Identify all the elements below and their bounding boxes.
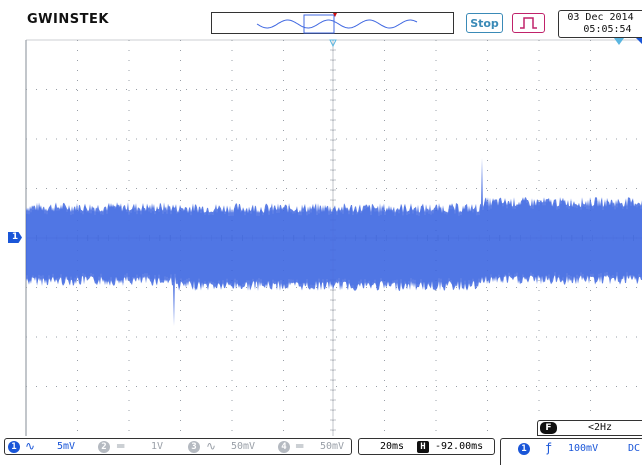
channel-4-badge[interactable]: 4 — [278, 441, 290, 453]
run-stop-button[interactable]: Stop — [466, 13, 503, 33]
datetime-display: 03 Dec 2014 05:05:54 — [558, 10, 642, 38]
channel-2-badge[interactable]: 2 — [98, 441, 110, 453]
channel-status-group: 1 ∿ 5mV 2 ═ 1V 3 ∿ 50mV 4 ═ 50mV — [4, 438, 352, 455]
rising-slope-icon: ƒ — [545, 441, 553, 455]
channel-1-envelope — [26, 158, 642, 326]
horizontal-position[interactable]: -92.00ms — [435, 441, 484, 452]
trigger-time-marker-icon — [329, 39, 337, 48]
trigger-status-group[interactable]: 1 ƒ 100mV DC — [500, 438, 642, 465]
channel-3-scale[interactable]: 50mV — [231, 441, 256, 452]
channel-1-badge[interactable]: 1 — [8, 441, 20, 453]
channel-3-badge[interactable]: 3 — [188, 441, 200, 453]
trigger-source-badge: 1 — [518, 443, 530, 455]
dc-coupling-icon: ═ — [296, 439, 304, 453]
brand-logo: GWINSTEK — [27, 12, 109, 27]
frequency-counter: F <2Hz — [537, 420, 642, 436]
timebase-group[interactable]: 20ms H -92.00ms — [358, 438, 495, 455]
trigger-level[interactable]: 100mV — [568, 443, 599, 454]
frequency-badge: F — [540, 422, 557, 434]
channel-2-scale[interactable]: 1V — [151, 441, 164, 452]
ac-coupling-icon: ∿ — [206, 439, 217, 453]
waveform-display[interactable] — [0, 0, 642, 436]
trigger-position-icon — [333, 13, 337, 17]
ac-coupling-icon: ∿ — [25, 439, 36, 453]
overview-waveform — [256, 13, 418, 34]
memory-overview[interactable] — [211, 12, 454, 34]
trigger-coupling[interactable]: DC — [628, 443, 641, 454]
channel-1-scale[interactable]: 5mV — [57, 441, 76, 452]
channel-4-scale[interactable]: 50mV — [320, 441, 345, 452]
time-text: 05:05:54 — [583, 24, 632, 35]
channel-offset-marker-icon — [636, 38, 642, 44]
channel-1-ground-marker[interactable]: 1 — [8, 232, 22, 243]
trigger-type-button[interactable] — [512, 13, 545, 33]
date-text: 03 Dec 2014 — [567, 12, 634, 23]
dc-coupling-icon: ═ — [117, 439, 125, 453]
frequency-value: <2Hz — [588, 422, 613, 433]
overview-window[interactable] — [303, 14, 335, 34]
rising-edge-icon — [520, 17, 537, 29]
trigger-level-marker-icon — [614, 38, 624, 45]
status-bar: 1 ∿ 5mV 2 ═ 1V 3 ∿ 50mV 4 ═ 50mV 20ms H … — [0, 436, 642, 465]
timebase-scale[interactable]: 20ms — [380, 441, 405, 452]
horizontal-position-icon: H — [417, 441, 429, 453]
